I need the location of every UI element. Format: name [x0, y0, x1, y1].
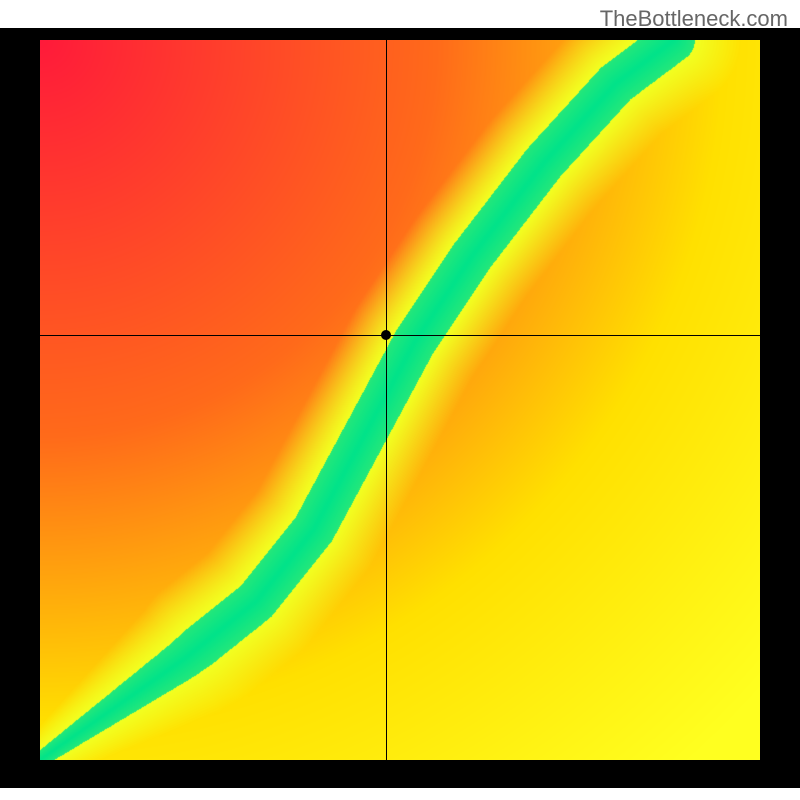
crosshair-horizontal	[40, 335, 760, 336]
chart-plot-area	[40, 40, 760, 760]
heatmap-canvas	[40, 40, 760, 760]
marker-point	[381, 330, 391, 340]
chart-outer-frame	[0, 28, 800, 788]
chart-container: TheBottleneck.com	[0, 0, 800, 800]
crosshair-vertical	[386, 40, 387, 760]
watermark-text: TheBottleneck.com	[600, 6, 788, 32]
